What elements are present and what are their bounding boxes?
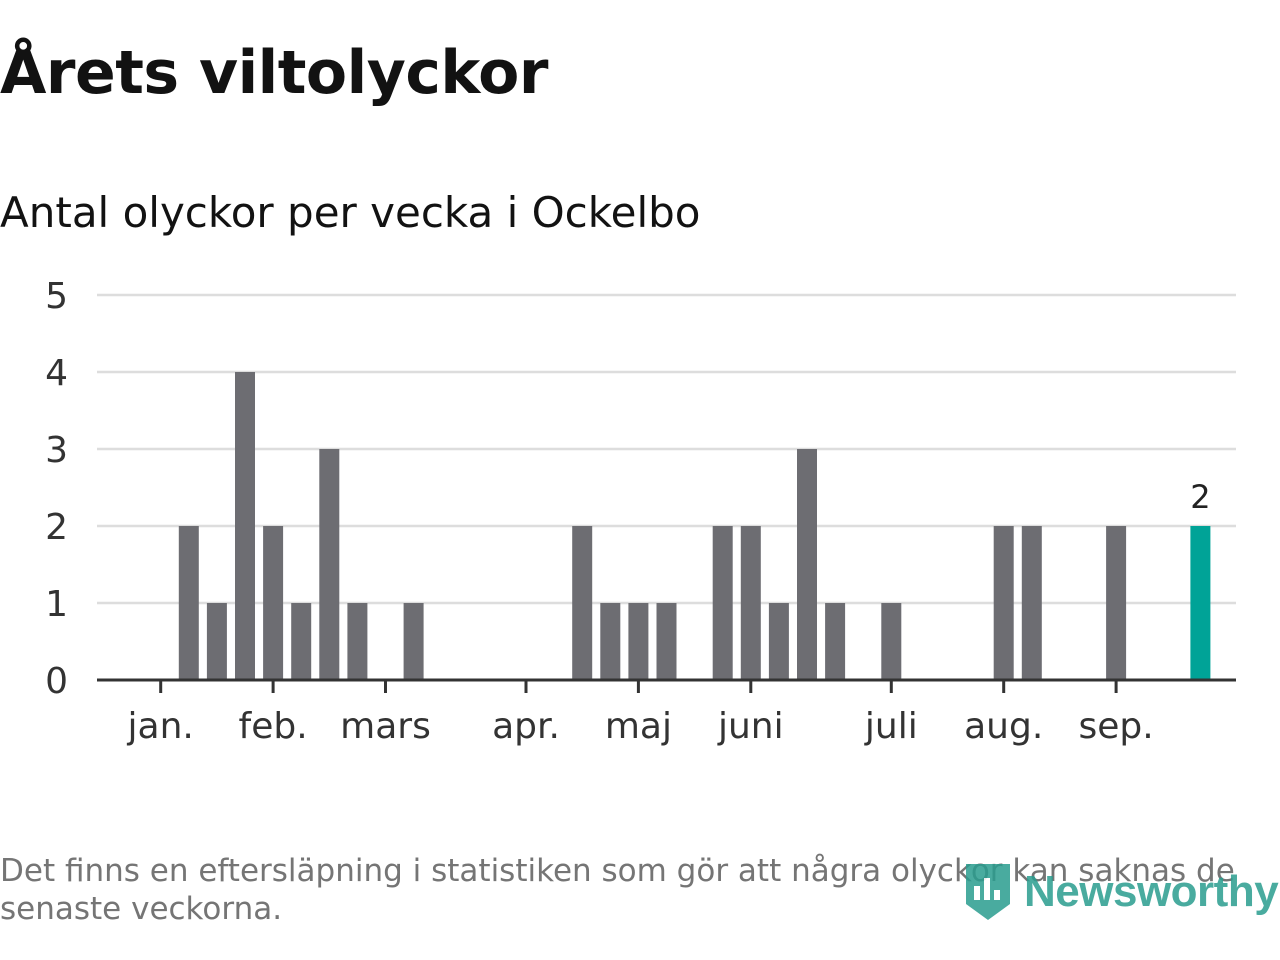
bar [291, 603, 312, 680]
bar [1106, 526, 1127, 680]
x-tick-label: aug. [964, 706, 1043, 747]
bar [572, 526, 593, 680]
x-tick-label: apr. [492, 706, 560, 747]
bar [797, 449, 817, 680]
bar [993, 526, 1014, 680]
y-tick-label: 4 [45, 353, 68, 394]
bar [178, 526, 199, 680]
bar [263, 526, 284, 680]
data-label: 2 [1190, 478, 1210, 516]
bar [768, 603, 789, 680]
bar [235, 372, 255, 680]
bar [347, 603, 368, 680]
x-tick-label: maj [605, 706, 672, 747]
highlight-bar [1190, 526, 1211, 680]
bar [712, 526, 733, 680]
bar [825, 603, 846, 680]
bar-chart: 0 1 2 3 4 5 2 jan. feb. mars apr. maj juni juli aug. se… [45, 276, 1236, 747]
x-tick-label: juni [717, 706, 784, 747]
bar [740, 526, 761, 680]
bar [206, 603, 227, 680]
bar-chart-icon [962, 858, 1014, 926]
bar [628, 603, 649, 680]
x-tick-label: jan. [127, 706, 194, 747]
bar [403, 603, 424, 680]
bar [600, 603, 621, 680]
bar [319, 449, 340, 680]
chart-title: Årets viltolyckor [0, 38, 549, 108]
logo-text: Newsworthy [1024, 867, 1279, 916]
chart-subtitle: Antal olyckor per vecka i Ockelbo [0, 188, 701, 237]
y-tick-label: 3 [45, 430, 68, 471]
y-tick-label: 5 [45, 276, 68, 317]
bar [881, 603, 902, 680]
x-tick-label: feb. [239, 706, 308, 747]
newsworthy-logo: Newsworthy [962, 858, 1279, 926]
footnote: Det finns en eftersläpning i statistiken… [0, 853, 1235, 927]
bar [656, 603, 677, 680]
x-tick-label: mars [340, 706, 431, 747]
bar [1021, 526, 1042, 680]
x-tick-label: sep. [1078, 706, 1153, 747]
y-tick-label: 1 [45, 584, 68, 625]
y-tick-label: 2 [45, 507, 68, 548]
y-tick-label: 0 [45, 661, 68, 702]
x-tick-label: juli [864, 706, 918, 747]
